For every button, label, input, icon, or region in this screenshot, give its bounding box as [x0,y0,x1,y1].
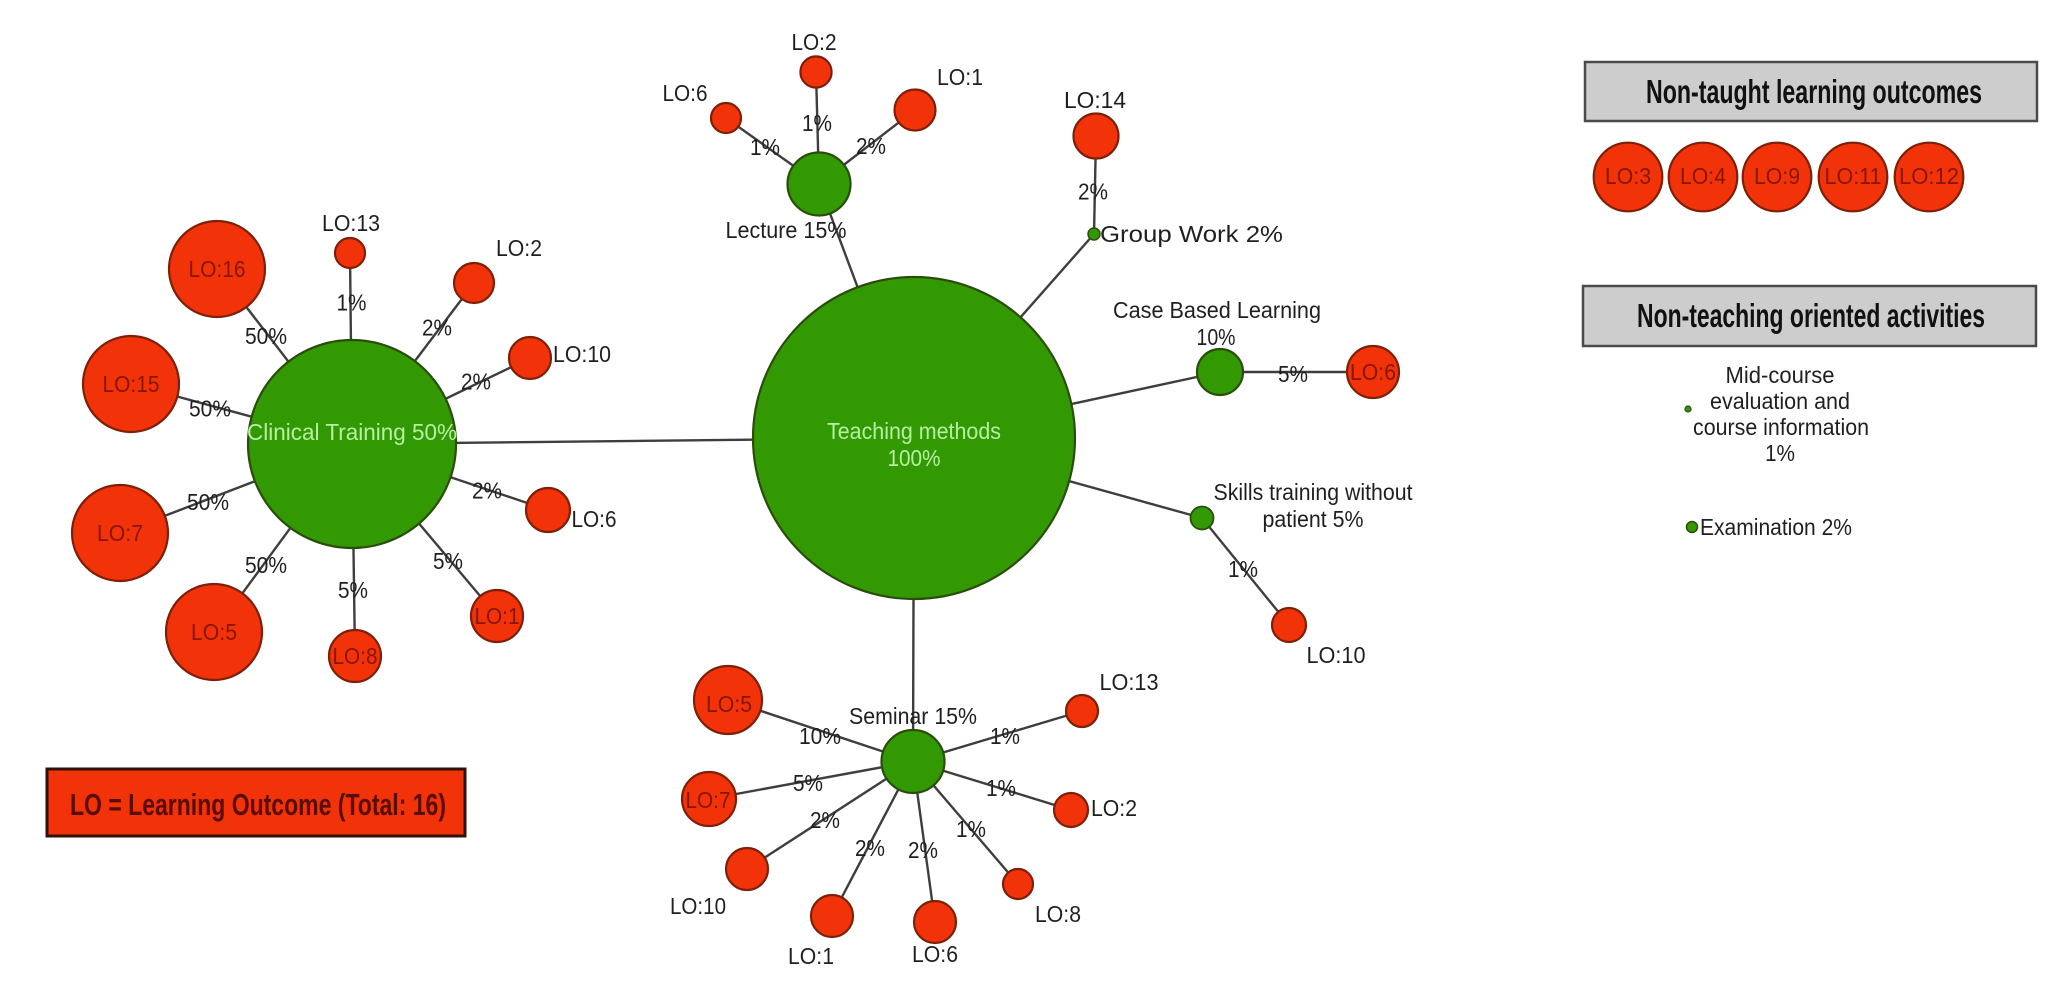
svg-text:5%: 5% [1278,361,1308,387]
svg-text:LO:1: LO:1 [788,943,834,969]
svg-text:LO:4: LO:4 [1680,163,1726,189]
svg-text:LO:15: LO:15 [103,371,160,397]
svg-text:1%: 1% [986,775,1016,801]
svg-text:LO:9: LO:9 [1754,163,1800,189]
svg-text:Case Based Learning: Case Based Learning [1113,297,1321,323]
svg-text:Group Work 2%: Group Work 2% [1100,221,1283,247]
svg-text:5%: 5% [433,548,463,574]
svg-text:LO:16: LO:16 [189,256,246,282]
svg-text:LO:14: LO:14 [1064,87,1126,113]
svg-text:LO:2: LO:2 [1091,795,1137,821]
svg-text:LO:7: LO:7 [97,520,143,546]
svg-text:2%: 2% [855,835,885,861]
svg-text:LO:6: LO:6 [912,941,958,967]
svg-text:LO:10: LO:10 [670,893,726,919]
svg-text:LO:7: LO:7 [686,787,731,813]
svg-text:LO:13: LO:13 [322,210,380,236]
svg-text:10%: 10% [799,723,841,749]
svg-text:5%: 5% [793,770,823,796]
svg-text:1%: 1% [337,290,367,316]
svg-text:50%: 50% [245,323,287,349]
svg-text:Lecture 15%: Lecture 15% [726,217,847,243]
svg-text:1%: 1% [990,723,1020,749]
svg-text:2%: 2% [856,133,886,159]
svg-text:Mid-course: Mid-course [1726,362,1835,388]
svg-text:LO:13: LO:13 [1100,669,1159,695]
svg-text:LO = Learning Outcome (Total:: LO = Learning Outcome (Total: 16) [70,787,446,822]
svg-text:LO:6: LO:6 [1350,359,1396,385]
svg-text:LO:1: LO:1 [937,64,983,90]
svg-text:patient 5%: patient 5% [1263,506,1364,532]
svg-text:1%: 1% [750,134,780,160]
svg-text:Teaching methods: Teaching methods [827,418,1001,444]
svg-text:LO:1: LO:1 [475,603,520,629]
svg-text:Examination 2%: Examination 2% [1700,514,1852,540]
svg-text:50%: 50% [189,396,231,422]
svg-text:2%: 2% [908,837,938,863]
svg-text:Non-taught learning outcomes: Non-taught learning outcomes [1646,73,1982,110]
svg-text:LO:5: LO:5 [706,691,752,717]
svg-text:Skills training without: Skills training without [1214,479,1414,505]
svg-text:LO:3: LO:3 [1605,163,1651,189]
svg-text:LO:11: LO:11 [1825,163,1882,189]
svg-text:1%: 1% [1228,556,1258,582]
svg-text:LO:5: LO:5 [191,619,237,645]
svg-text:2%: 2% [422,315,452,341]
svg-text:Clinical Training 50%: Clinical Training 50% [247,419,457,445]
svg-text:LO:8: LO:8 [1035,901,1081,927]
svg-text:2%: 2% [472,478,502,504]
svg-text:1%: 1% [1765,440,1795,466]
svg-text:LO:2: LO:2 [496,235,542,261]
svg-text:Seminar 15%: Seminar 15% [849,703,977,729]
svg-text:2%: 2% [461,369,491,395]
svg-text:evaluation and: evaluation and [1710,388,1850,414]
svg-text:5%: 5% [338,577,368,603]
svg-text:Non-teaching oriented activiti: Non-teaching oriented activities [1637,297,1985,334]
svg-text:LO:12: LO:12 [1899,163,1959,189]
svg-text:LO:6: LO:6 [663,80,708,106]
svg-text:LO:10: LO:10 [1307,642,1366,668]
svg-text:2%: 2% [810,807,840,833]
svg-text:LO:8: LO:8 [333,643,378,669]
svg-text:course information: course information [1693,414,1869,440]
svg-text:1%: 1% [802,110,832,136]
svg-text:2%: 2% [1078,179,1108,205]
svg-text:50%: 50% [245,552,287,578]
svg-text:100%: 100% [888,445,941,471]
svg-text:50%: 50% [187,489,229,515]
svg-text:LO:2: LO:2 [792,29,837,55]
svg-text:1%: 1% [956,816,986,842]
svg-text:10%: 10% [1197,324,1236,350]
svg-text:LO:10: LO:10 [553,341,611,367]
svg-text:LO:6: LO:6 [572,506,617,532]
